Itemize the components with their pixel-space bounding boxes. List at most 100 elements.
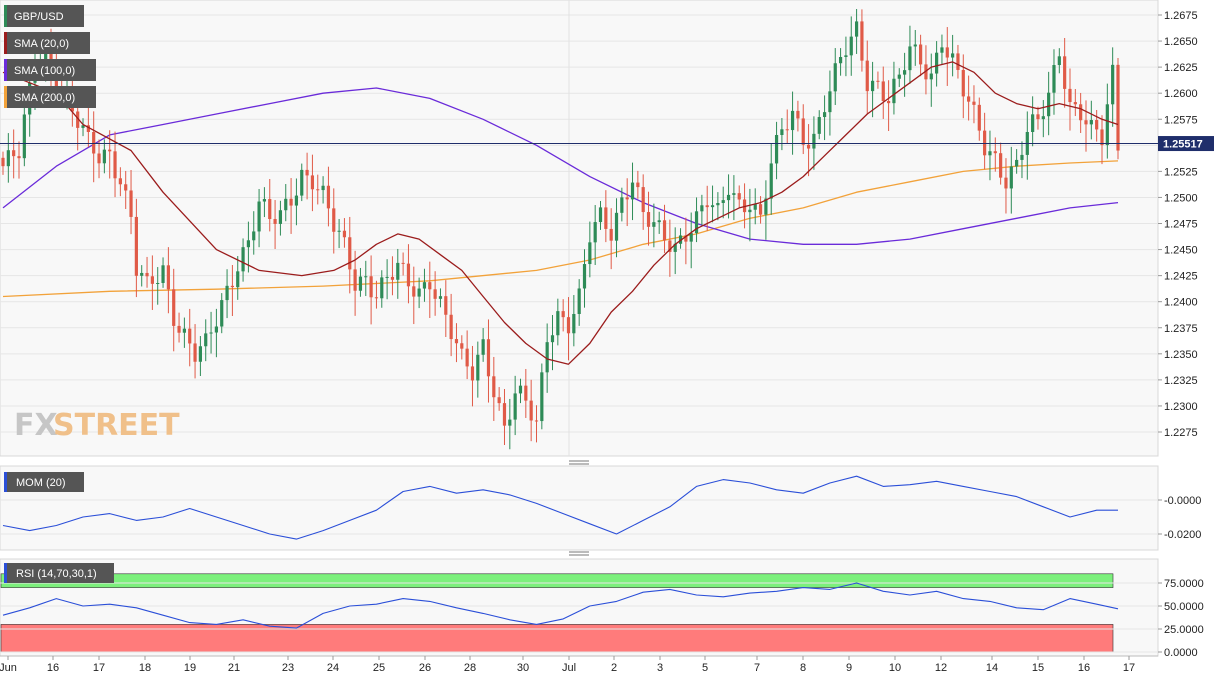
candle-body xyxy=(524,385,528,401)
candle-body xyxy=(177,325,181,333)
candle xyxy=(817,110,821,140)
candle xyxy=(337,218,341,249)
candle xyxy=(737,185,741,208)
candle-body xyxy=(919,44,923,65)
candle-body xyxy=(945,47,949,58)
candle-body xyxy=(967,96,971,102)
candle-body xyxy=(785,129,789,131)
candle-body xyxy=(438,296,443,299)
candle-body xyxy=(166,265,170,290)
candle-body xyxy=(764,198,768,215)
candle-body xyxy=(460,343,464,349)
candle-body xyxy=(668,240,672,252)
candle-body xyxy=(241,247,245,272)
candle-body xyxy=(486,339,491,377)
candle xyxy=(908,25,912,84)
panel-splitter-1[interactable] xyxy=(569,460,589,465)
legend-rsi: RSI (14,70,30,1) xyxy=(16,568,97,580)
candle-body xyxy=(886,100,891,104)
candle xyxy=(662,204,667,253)
candle-body xyxy=(545,342,549,373)
candle-body xyxy=(273,219,277,224)
panel-splitter-2[interactable] xyxy=(569,551,589,556)
candle-body xyxy=(822,112,827,118)
candle-body xyxy=(1105,104,1109,146)
candle xyxy=(540,363,544,430)
candle-body xyxy=(129,190,133,217)
time-tick-label: 10 xyxy=(889,662,901,674)
candle-body xyxy=(17,156,21,159)
candle-body xyxy=(252,231,256,241)
candle-body xyxy=(1063,56,1067,89)
candle-body xyxy=(566,317,571,334)
candle xyxy=(1116,58,1120,160)
candle-body xyxy=(620,197,624,213)
candle-body xyxy=(310,175,315,190)
candle-body xyxy=(1020,154,1024,160)
candle xyxy=(550,315,555,371)
candle xyxy=(81,118,85,137)
price-tick-label: 1.2575 xyxy=(1164,114,1198,126)
candle-body xyxy=(102,149,106,164)
time-tick-label: 26 xyxy=(419,662,431,674)
candle xyxy=(620,187,624,222)
candle xyxy=(465,330,469,380)
candle xyxy=(646,191,651,246)
candle xyxy=(849,16,853,76)
candle-body xyxy=(300,169,304,196)
rsi-tick-label: 25.0000 xyxy=(1164,624,1204,636)
candle xyxy=(364,260,368,297)
candle xyxy=(780,118,784,151)
candle-body xyxy=(956,53,960,70)
candle-body xyxy=(476,354,480,381)
candle xyxy=(396,248,400,299)
candle xyxy=(428,261,432,318)
candle xyxy=(897,68,901,88)
candle-body xyxy=(513,393,517,420)
time-tick-label: 9 xyxy=(846,662,852,674)
candle-body xyxy=(406,263,411,287)
momentum-panel[interactable] xyxy=(0,465,1159,551)
candle xyxy=(150,255,154,310)
candle-body xyxy=(326,185,331,209)
candle-body xyxy=(630,182,635,200)
time-tick-label: 25 xyxy=(373,662,385,674)
candle-body xyxy=(1089,120,1093,125)
candle xyxy=(614,198,619,258)
mom-line xyxy=(2,475,1118,540)
candle xyxy=(518,378,523,404)
candle xyxy=(209,311,213,354)
price-tick-label: 1.2500 xyxy=(1164,192,1198,204)
candle xyxy=(172,268,176,352)
candle-body xyxy=(108,149,112,152)
candle-body xyxy=(1015,159,1019,167)
main-price-panel[interactable] xyxy=(0,0,1159,457)
candle-body xyxy=(497,397,501,404)
candle xyxy=(262,187,267,218)
candle-body xyxy=(145,272,149,277)
candle xyxy=(252,211,256,255)
candle-body xyxy=(150,276,154,284)
time-tick-label: 23 xyxy=(282,662,294,674)
rsi-line xyxy=(2,582,1119,629)
candle xyxy=(806,124,811,177)
candle-body xyxy=(518,385,523,394)
candle xyxy=(273,200,277,250)
candle xyxy=(860,9,864,72)
candle xyxy=(721,186,725,219)
candle xyxy=(348,216,352,294)
candle-body xyxy=(92,131,96,154)
candle-body xyxy=(348,237,352,270)
price-tick-label: 1.2450 xyxy=(1164,245,1198,257)
candle xyxy=(321,176,325,204)
candle-body xyxy=(214,326,218,333)
rsi-tick-label: 50.0000 xyxy=(1164,601,1204,613)
candle-body xyxy=(262,199,267,202)
candle-body xyxy=(289,198,293,206)
candle xyxy=(182,317,186,348)
candle xyxy=(748,188,752,242)
candle-body xyxy=(444,296,448,315)
candle-body xyxy=(721,200,725,204)
candle-body xyxy=(865,60,869,92)
